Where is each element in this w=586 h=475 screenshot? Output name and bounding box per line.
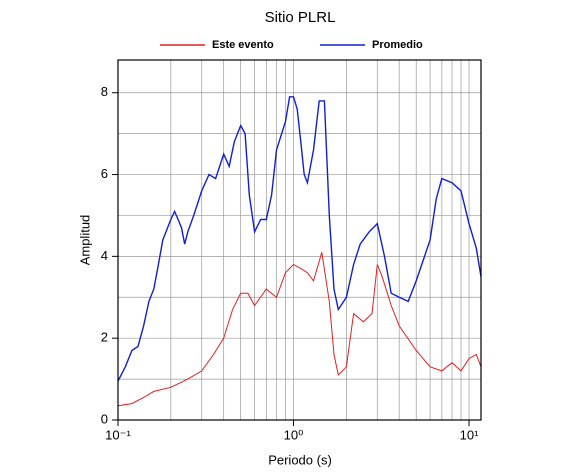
y-tick-label: 6 [101, 166, 108, 181]
x-tick-label: 10⁰ [284, 427, 304, 442]
plot-frame [117, 59, 482, 421]
x-axis-label: Periodo (s) [268, 452, 332, 467]
y-axis-label: Amplitud [77, 215, 92, 266]
y-tick-label: 0 [101, 411, 108, 426]
chart-title: Sitio PLRL [265, 9, 336, 26]
x-tick-label: 10¹ [460, 427, 479, 442]
series-line [117, 252, 482, 407]
x-tick-label: 10⁻¹ [105, 427, 131, 442]
y-tick-label: 2 [101, 330, 108, 345]
legend-label: Este evento [212, 39, 274, 51]
legend-label: Promedio [372, 39, 423, 51]
series-line [117, 96, 482, 382]
y-tick-label: 4 [101, 248, 108, 263]
y-tick-label: 8 [101, 84, 108, 99]
